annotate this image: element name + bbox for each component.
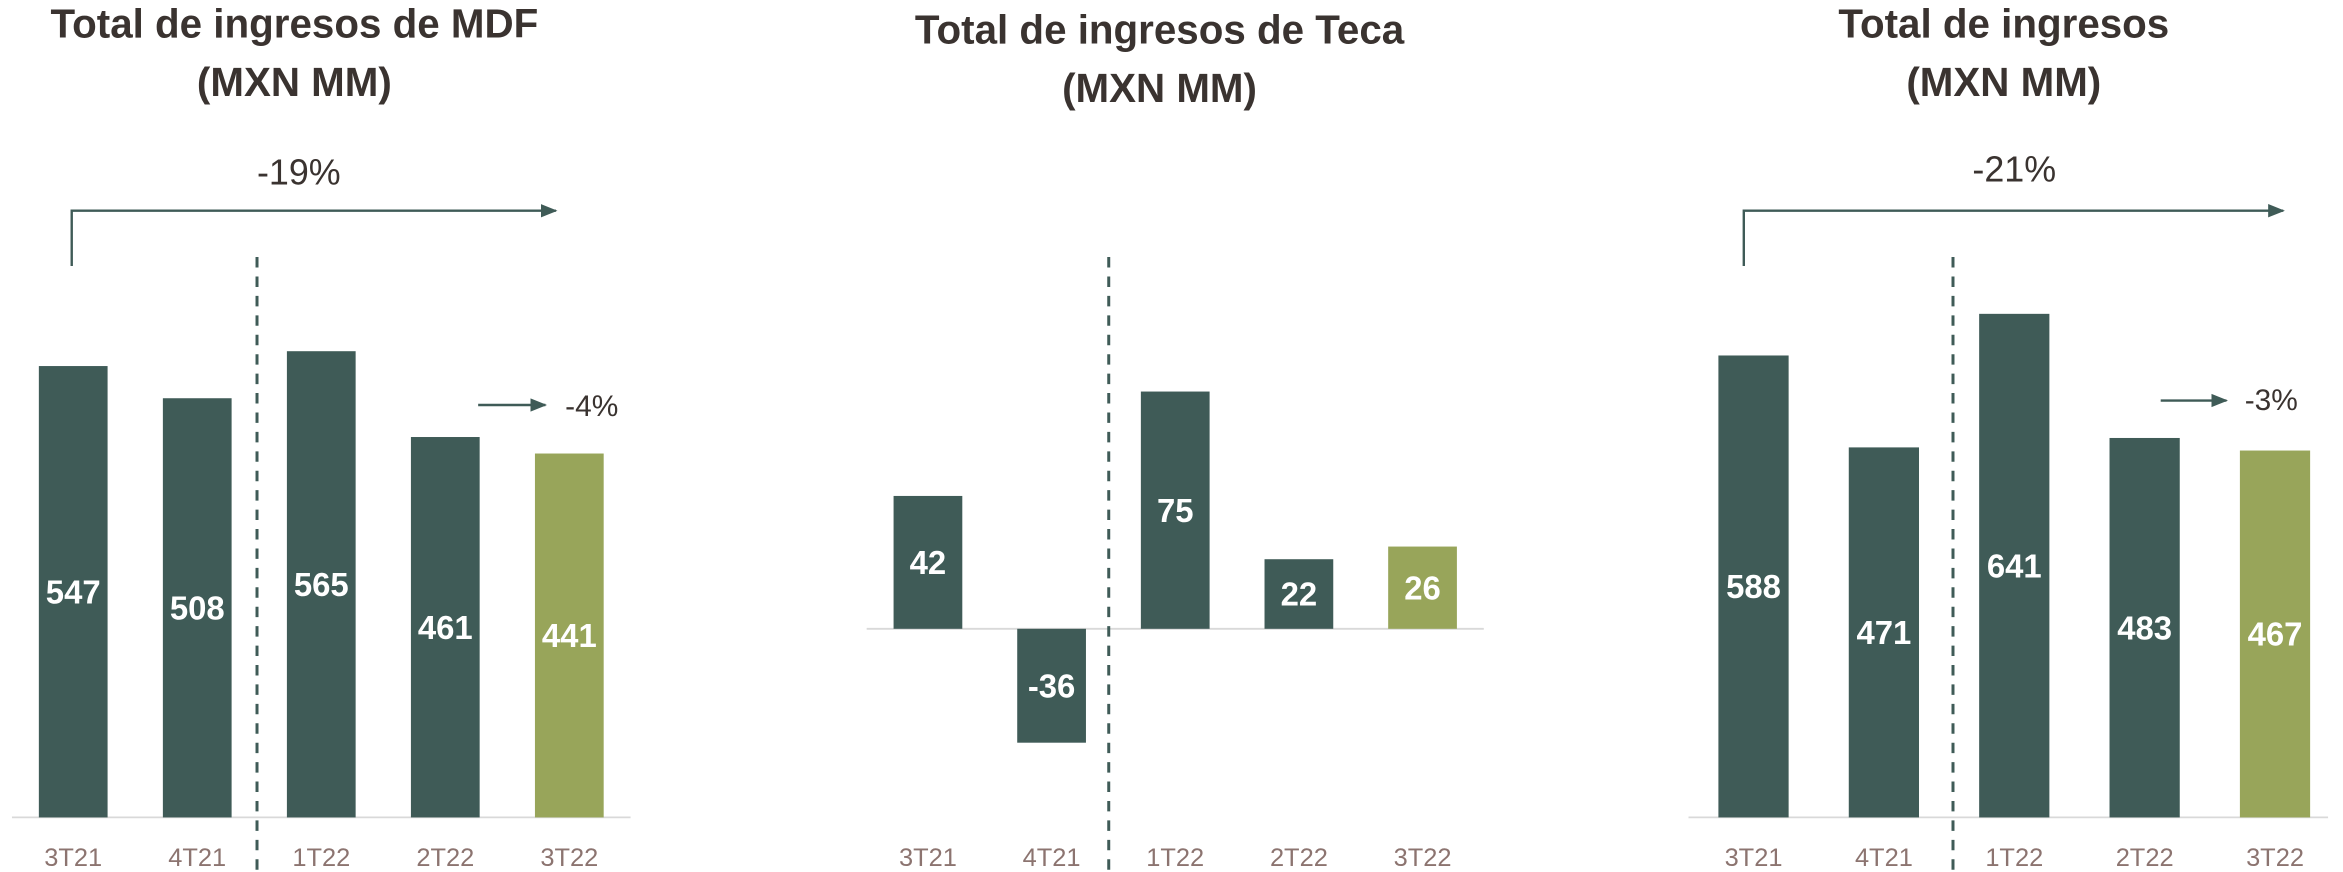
value-label: 471 <box>1856 614 1911 651</box>
bar <box>162 398 232 818</box>
x-tick-label: 1T22 <box>1985 844 2043 872</box>
bar <box>1388 546 1457 629</box>
x-tick-label: 1T22 <box>292 844 350 872</box>
x-tick-label: 2T22 <box>416 844 474 872</box>
chart-title: (MXN MM) <box>1906 59 2101 105</box>
x-tick-label: 3T22 <box>1394 844 1452 872</box>
value-label: 483 <box>2117 609 2172 646</box>
growth-arrow <box>70 204 558 267</box>
growth-label: -21% <box>1972 149 2056 189</box>
value-label: 467 <box>2248 616 2303 653</box>
value-label: 42 <box>910 544 947 581</box>
chart-title: (MXN MM) <box>1062 65 1257 111</box>
value-label: 588 <box>1726 568 1781 605</box>
value-label: 22 <box>1281 576 1318 613</box>
bar <box>2109 437 2180 818</box>
value-label: 461 <box>418 609 473 646</box>
value-label: 75 <box>1157 492 1194 529</box>
bar <box>38 366 108 818</box>
change-label: -3% <box>2245 384 2298 417</box>
bar <box>534 453 604 818</box>
bar <box>2239 450 2311 818</box>
bar <box>1017 628 1086 743</box>
chart-title: Total de ingresos de MDF <box>51 1 539 47</box>
x-tick-label: 3T22 <box>2246 844 2304 872</box>
value-label: -36 <box>1028 667 1076 704</box>
bar <box>1848 447 1920 818</box>
bar <box>410 437 480 818</box>
bar <box>1718 355 1789 818</box>
bar <box>1979 313 2050 818</box>
x-tick-label: 3T21 <box>899 844 957 872</box>
growth-arrow <box>1742 204 2285 267</box>
x-tick-label: 3T21 <box>1725 844 1783 872</box>
value-label: 565 <box>294 566 349 603</box>
x-tick-label: 3T22 <box>540 844 598 872</box>
value-label: 26 <box>1404 569 1441 606</box>
x-tick-label: 4T21 <box>168 844 226 872</box>
value-label: 547 <box>46 573 101 610</box>
chart-title: Total de ingresos <box>1838 1 2169 47</box>
chart-title: Total de ingresos de Teca <box>915 7 1405 53</box>
value-label: 441 <box>542 617 597 654</box>
x-tick-label: 2T22 <box>2116 844 2174 872</box>
x-tick-label: 4T21 <box>1023 844 1081 872</box>
bar <box>1140 391 1210 629</box>
x-tick-label: 2T22 <box>1270 844 1328 872</box>
change-label: -4% <box>565 390 618 423</box>
value-label: 508 <box>170 589 225 626</box>
growth-label: -19% <box>257 152 341 192</box>
value-label: 641 <box>1987 547 2042 584</box>
x-tick-label: 1T22 <box>1146 844 1204 872</box>
bar <box>893 495 963 629</box>
x-tick-label: 3T21 <box>44 844 102 872</box>
bar <box>1264 559 1334 629</box>
x-tick-label: 4T21 <box>1855 844 1913 872</box>
chart-title: (MXN MM) <box>197 59 392 105</box>
bar <box>286 351 356 818</box>
